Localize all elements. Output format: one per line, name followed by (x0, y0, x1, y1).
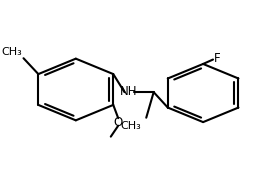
Text: NH: NH (120, 85, 138, 98)
Text: F: F (214, 52, 221, 65)
Text: CH₃: CH₃ (2, 47, 22, 57)
Text: O: O (114, 116, 123, 129)
Text: CH₃: CH₃ (121, 121, 141, 131)
